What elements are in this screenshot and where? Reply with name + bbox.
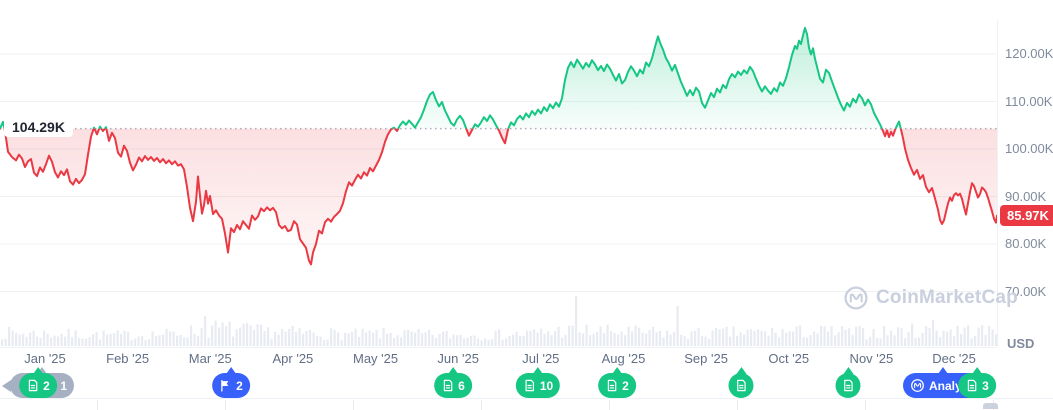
x-axis-month-label: Jul '25 [522,351,560,366]
x-axis-month-label: Sep '25 [684,351,728,366]
y-axis-unit-label: USD [1007,336,1035,351]
strip-divider [481,400,482,410]
x-axis-month-label: Jan '25 [24,351,66,366]
event-badge-news-2[interactable]: 2 [598,373,636,398]
y-axis-tick: 120.00K [1005,46,1053,61]
volume-bars [1,296,997,346]
x-axis-line [0,347,997,348]
event-badge-news-2[interactable]: 2 [19,373,57,398]
x-axis-month-label: Jun '25 [437,351,479,366]
x-axis-month-label: Mar '25 [188,351,232,366]
news-icon [523,379,536,392]
strip-divider [865,400,866,410]
strip-divider [225,400,226,410]
mini-control[interactable] [983,403,998,409]
watermark-text: CoinMarketCap [876,287,1018,308]
flag-icon [219,379,232,392]
y-axis-tick: 110.00K [1005,93,1053,109]
events-timeline: 1 2 2 6 10 2 Analysis 3 [0,366,1053,400]
event-badge-news[interactable] [835,373,861,398]
axis-divider [997,20,998,346]
news-icon [26,379,39,392]
last-price-badge: 85.97K [1000,204,1053,226]
x-axis-month-label: May '25 [352,351,399,366]
strip-divider [97,400,98,410]
news-icon [842,379,855,392]
strip-divider [353,400,354,410]
coinmarketcap-logo-icon [843,285,869,311]
chart-plot-area[interactable] [0,0,997,346]
event-badge-news-6[interactable]: 6 [434,373,472,398]
x-axis-month-label: Dec '25 [932,351,976,366]
coinmarketcap-logo-icon [910,378,925,393]
bottom-panel-strip [0,398,1053,410]
y-axis-tick: 100.00K [1005,141,1053,156]
x-axis-month-label: Apr '25 [272,351,314,366]
x-axis-month-label: Feb '25 [106,351,150,366]
strip-divider [609,400,610,410]
y-axis-tick: 90.00K [1005,188,1047,204]
x-axis-month-label: Oct '25 [768,351,810,366]
watermark: CoinMarketCap [843,285,1018,311]
x-axis-month-label: Aug '25 [601,351,646,366]
news-icon [441,379,454,392]
y-axis-tick: 70.00K [1005,283,1047,299]
strip-divider [737,400,738,410]
news-icon [735,379,748,392]
baseline-price-label: 104.29K [4,117,73,138]
event-badge-flag-2[interactable]: 2 [212,373,250,398]
news-icon [605,379,618,392]
event-badge-news[interactable] [728,373,754,398]
news-icon [965,379,978,392]
event-badge-news-10[interactable]: 10 [515,373,561,398]
x-axis-month-label: Nov '25 [849,351,894,366]
event-badge-news-3[interactable]: 3 [958,373,996,398]
y-axis-tick: 80.00K [1005,236,1047,251]
